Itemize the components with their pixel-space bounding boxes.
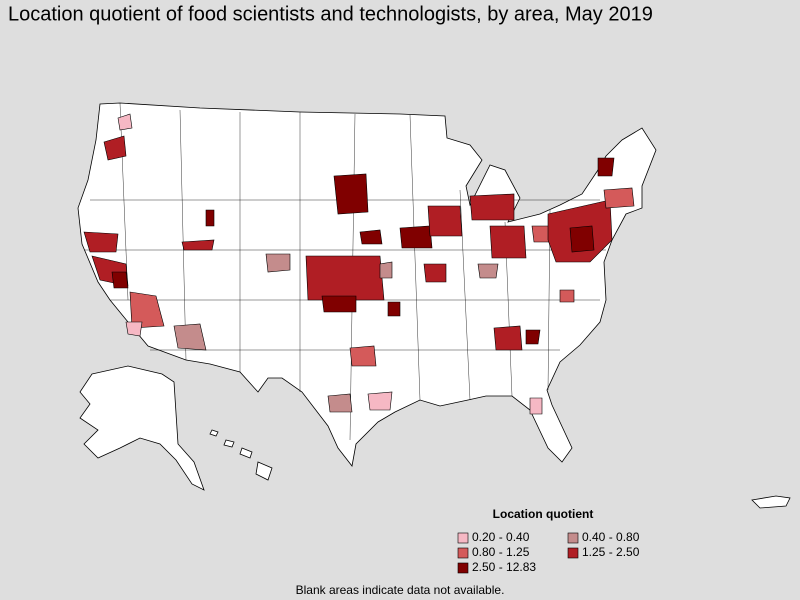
area-region xyxy=(569,225,595,253)
area-region xyxy=(603,187,635,209)
area-region xyxy=(103,135,127,161)
legend-swatch xyxy=(457,532,469,544)
alaska xyxy=(79,365,205,491)
area-region xyxy=(379,261,393,279)
area-region xyxy=(529,397,543,415)
island xyxy=(209,429,219,437)
area-region xyxy=(321,295,357,313)
legend-title: Location quotient xyxy=(493,507,594,521)
area-regions xyxy=(83,113,635,415)
area-region xyxy=(305,255,385,301)
area-region xyxy=(367,391,393,411)
area-region xyxy=(399,225,433,249)
map-title: Location quotient of food scientists and… xyxy=(8,3,653,25)
area-region xyxy=(205,209,215,227)
us-map xyxy=(77,102,791,509)
area-region xyxy=(423,263,447,283)
island xyxy=(223,439,235,448)
area-region xyxy=(387,301,401,317)
legend-label: 0.80 - 1.25 xyxy=(472,545,530,559)
hawaii xyxy=(209,429,273,481)
area-region xyxy=(265,253,291,273)
legend-label: 2.50 - 12.83 xyxy=(472,560,536,574)
area-region xyxy=(129,291,165,329)
footnote: Blank areas indicate data not available. xyxy=(296,583,505,597)
area-region xyxy=(493,325,523,351)
area-region xyxy=(469,193,515,221)
legend-label: 1.25 - 2.50 xyxy=(582,545,640,559)
area-region xyxy=(125,321,143,337)
area-region xyxy=(349,345,377,367)
island xyxy=(239,447,253,459)
legend-swatch xyxy=(457,547,469,559)
area-region xyxy=(477,263,499,279)
legend: Location quotient 0.20 - 0.40 0.40 - 0.80… xyxy=(457,507,640,574)
legend-swatch xyxy=(567,547,579,559)
area-region xyxy=(597,157,615,177)
area-region xyxy=(427,205,463,237)
area-region xyxy=(333,173,369,215)
legend-label: 0.20 - 0.40 xyxy=(472,530,530,544)
area-region xyxy=(111,271,129,289)
area-region xyxy=(83,231,119,253)
area-region xyxy=(525,329,541,345)
area-region xyxy=(117,113,133,131)
area-region xyxy=(359,229,383,245)
puerto-rico xyxy=(751,495,791,509)
area-region xyxy=(181,239,215,251)
area-region xyxy=(489,225,527,259)
legend-label: 0.40 - 0.80 xyxy=(582,530,640,544)
island xyxy=(255,461,273,481)
area-region xyxy=(559,289,575,303)
legend-swatch xyxy=(567,532,579,544)
area-region xyxy=(173,323,207,351)
area-region xyxy=(327,393,353,413)
legend-swatch xyxy=(457,562,469,574)
